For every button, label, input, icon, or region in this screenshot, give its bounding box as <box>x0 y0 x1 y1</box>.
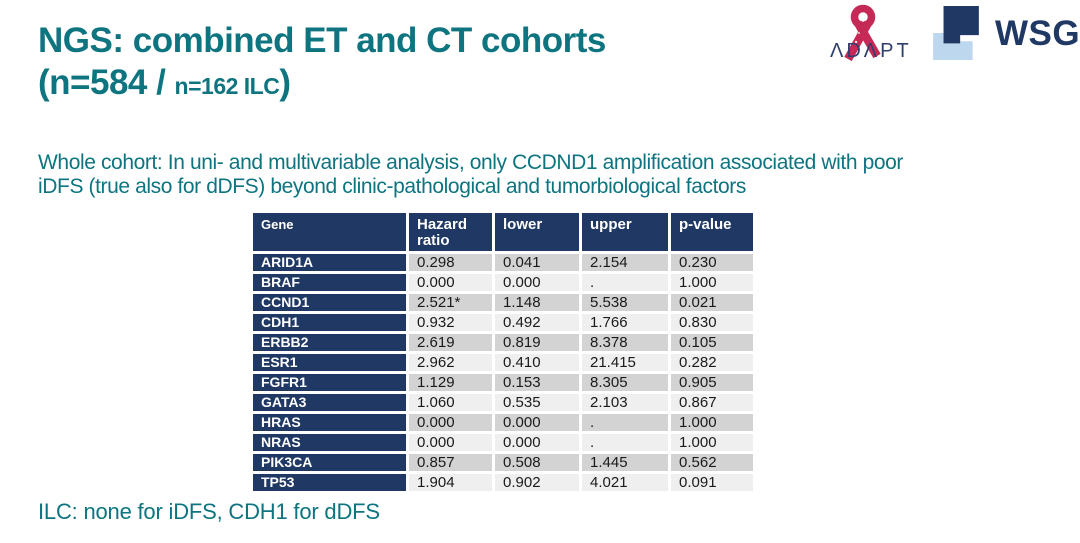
upper-ci-cell: 8.378 <box>582 334 668 351</box>
table-row: BRAF 0.000 0.000. 1.000 <box>253 274 753 291</box>
col-header-gene: Gene <box>253 213 406 251</box>
lower-ci-cell: 0.000 <box>495 414 579 431</box>
p-value-cell: 0.282 <box>671 354 753 371</box>
table-row: ERBB2 2.619 0.819 8.378 0.105 <box>253 334 753 351</box>
gene-table-header: Gene Hazard ratio lower upper p-value <box>253 213 753 251</box>
awareness-ribbon-icon <box>844 4 881 62</box>
col-header-lower: lower <box>495 213 579 251</box>
gene-name-cell: HRAS <box>253 414 406 431</box>
table-row: CDH1 0.932 0.492 1.766 0.830 <box>253 314 753 331</box>
title-n-total: (n=584 / <box>38 63 175 102</box>
lower-ci-cell: 0.000 <box>495 274 579 291</box>
lower-ci-cell: 0.041 <box>495 254 579 271</box>
lower-ci-cell: 0.153 <box>495 374 579 391</box>
gene-name-cell: ERBB2 <box>253 334 406 351</box>
table-row: ARID1A 0.298 0.041 2.154 0.230 <box>253 254 753 271</box>
wsg-logo-label: WSG <box>995 14 1080 53</box>
hazard-ratio-cell: 1.904 <box>409 474 492 491</box>
table-row: NRAS 0.000 0.000. 1.000 <box>253 434 753 451</box>
subtitle-line-1: Whole cohort: In uni- and multivariable … <box>38 151 904 174</box>
gene-table: Gene Hazard ratio lower upper p-value AR… <box>250 210 756 494</box>
gene-name-cell: BRAF <box>253 274 406 291</box>
col-header-upper: upper <box>582 213 668 251</box>
lower-ci-cell: 1.148 <box>495 294 579 311</box>
upper-ci-cell: . <box>582 414 668 431</box>
upper-ci-cell: 2.103 <box>582 394 668 411</box>
wsg-logo: WSG <box>933 6 1080 66</box>
gene-name-cell: ARID1A <box>253 254 406 271</box>
gene-name-cell: PIK3CA <box>253 454 406 471</box>
lower-ci-cell: 0.000 <box>495 434 579 451</box>
p-value-cell: 0.562 <box>671 454 753 471</box>
table-row: FGFR1 1.129 0.153 8.305 0.905 <box>253 374 753 391</box>
gene-table-body: ARID1A 0.298 0.041 2.154 0.230 BRAF 0.000 0.000… <box>253 254 753 491</box>
p-value-cell: 0.230 <box>671 254 753 271</box>
hazard-ratio-cell: 2.619 <box>409 334 492 351</box>
hazard-ratio-cell: 0.932 <box>409 314 492 331</box>
gene-name-cell: CCND1 <box>253 294 406 311</box>
upper-ci-cell: 1.445 <box>582 454 668 471</box>
upper-ci-cell: 21.415 <box>582 354 668 371</box>
hazard-ratio-cell: 0.000 <box>409 274 492 291</box>
upper-ci-cell: . <box>582 274 668 291</box>
upper-ci-cell: . <box>582 434 668 451</box>
title-n-ilc: n=162 ILC <box>174 73 280 99</box>
p-value-cell: 0.830 <box>671 314 753 331</box>
gene-name-cell: CDH1 <box>253 314 406 331</box>
p-value-cell: 1.000 <box>671 274 753 291</box>
col-header-hazard-ratio: Hazard ratio <box>409 213 492 251</box>
table-row: GATA3 1.060 0.535 2.103 0.867 <box>253 394 753 411</box>
wsg-squares-icon <box>933 6 979 60</box>
p-value-cell: 1.000 <box>671 414 753 431</box>
gene-name-cell: ESR1 <box>253 354 406 371</box>
lower-ci-cell: 0.535 <box>495 394 579 411</box>
title-line-1: NGS: combined ET and CT cohorts <box>38 21 606 60</box>
lower-ci-cell: 0.508 <box>495 454 579 471</box>
upper-ci-cell: 8.305 <box>582 374 668 391</box>
table-row: PIK3CA 0.857 0.508 1.445 0.562 <box>253 454 753 471</box>
hazard-ratio-table: Gene Hazard ratio lower upper p-value AR… <box>250 210 756 494</box>
adapt-logo-label: ΛDΛPT <box>830 40 912 62</box>
p-value-cell: 0.905 <box>671 374 753 391</box>
table-row: HRAS 0.000 0.000. 1.000 <box>253 414 753 431</box>
hazard-ratio-cell: 1.060 <box>409 394 492 411</box>
ilc-note: ILC: none for iDFS, CDH1 for dDFS <box>38 499 380 524</box>
p-value-cell: 1.000 <box>671 434 753 451</box>
hazard-ratio-cell: 1.129 <box>409 374 492 391</box>
adapt-logo: ΛDΛPT <box>828 2 936 68</box>
hazard-ratio-cell: 0.857 <box>409 454 492 471</box>
upper-ci-cell: 1.766 <box>582 314 668 331</box>
subtitle: Whole cohort: In uni- and multivariable … <box>38 151 903 198</box>
hazard-ratio-cell: 0.000 <box>409 434 492 451</box>
gene-name-cell: NRAS <box>253 434 406 451</box>
hazard-ratio-cell: 0.000 <box>409 414 492 431</box>
col-header-p-value: p-value <box>671 213 753 251</box>
hazard-ratio-cell: 0.298 <box>409 254 492 271</box>
title-close-paren: ) <box>279 63 291 102</box>
upper-ci-cell: 4.021 <box>582 474 668 491</box>
page-title: NGS: combined ET and CT cohorts (n=584 /… <box>38 20 606 107</box>
gene-name-cell: GATA3 <box>253 394 406 411</box>
p-value-cell: 0.091 <box>671 474 753 491</box>
upper-ci-cell: 5.538 <box>582 294 668 311</box>
lower-ci-cell: 0.902 <box>495 474 579 491</box>
p-value-cell: 0.105 <box>671 334 753 351</box>
lower-ci-cell: 0.819 <box>495 334 579 351</box>
title-line-2: (n=584 / n=162 ILC) <box>38 62 606 107</box>
table-row: CCND1 2.521* 1.148 5.538 0.021 <box>253 294 753 311</box>
table-row: TP53 1.904 0.902 4.021 0.091 <box>253 474 753 491</box>
header-row: Gene Hazard ratio lower upper p-value <box>253 213 753 251</box>
table-row: ESR1 2.962 0.410 21.415 0.282 <box>253 354 753 371</box>
subtitle-line-2: iDFS (true also for dDFS) beyond clinic-… <box>38 174 747 198</box>
gene-name-cell: FGFR1 <box>253 374 406 391</box>
upper-ci-cell: 2.154 <box>582 254 668 271</box>
p-value-cell: 0.867 <box>671 394 753 411</box>
p-value-cell: 0.021 <box>671 294 753 311</box>
lower-ci-cell: 0.492 <box>495 314 579 331</box>
hazard-ratio-cell: 2.521* <box>409 294 492 311</box>
lower-ci-cell: 0.410 <box>495 354 579 371</box>
hazard-ratio-cell: 2.962 <box>409 354 492 371</box>
gene-name-cell: TP53 <box>253 474 406 491</box>
